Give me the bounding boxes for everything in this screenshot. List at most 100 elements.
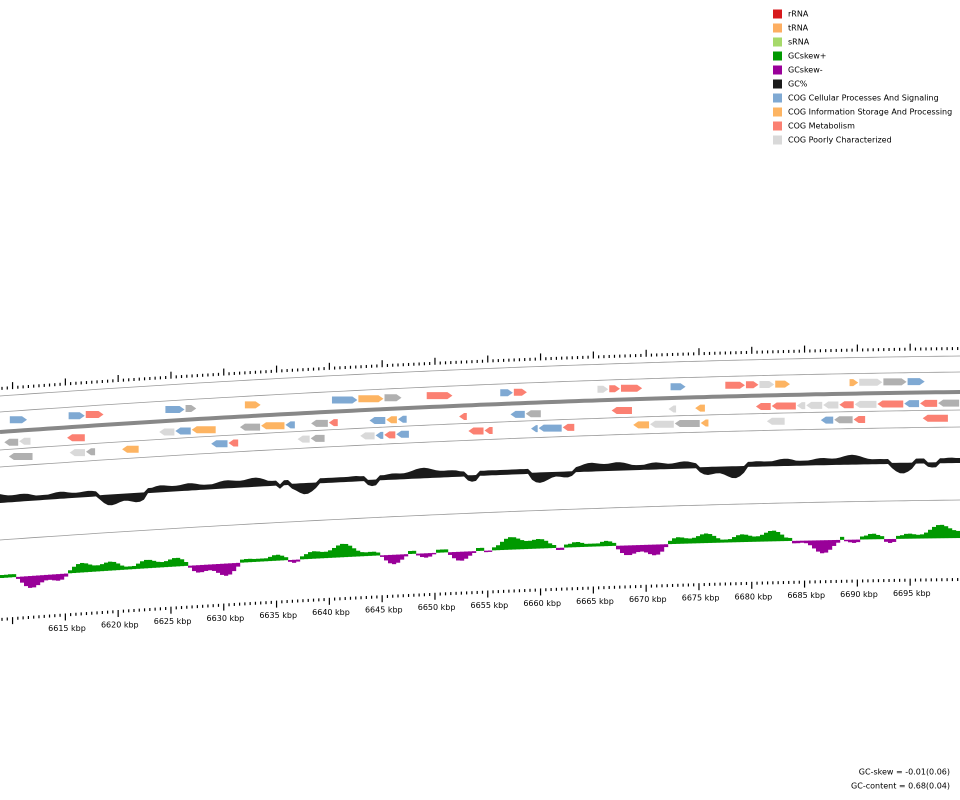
gc-skew-negative xyxy=(640,544,645,552)
gc-skew-positive xyxy=(88,564,93,572)
gene xyxy=(670,383,686,391)
gc-skew-negative xyxy=(856,539,861,543)
gc-content-stat: GC-content = 0.68(0.04) xyxy=(851,782,950,791)
gc-skew-negative xyxy=(828,540,833,550)
gene xyxy=(755,403,771,411)
gc-skew-positive xyxy=(900,535,905,539)
gene xyxy=(261,422,285,430)
gc-skew-negative xyxy=(200,564,205,573)
gene xyxy=(904,400,920,408)
ring-line xyxy=(0,426,960,468)
gc-skew-positive xyxy=(952,530,957,539)
gc-skew-positive xyxy=(912,534,917,539)
gc-skew-positive xyxy=(744,534,749,543)
gc-skew-positive xyxy=(132,565,137,570)
gc-skew-positive xyxy=(708,534,713,543)
gene xyxy=(328,419,338,427)
gc-skew-negative xyxy=(204,564,209,571)
gc-skew-negative xyxy=(396,554,401,563)
gene xyxy=(360,432,375,440)
gc-skew-positive xyxy=(680,537,685,544)
gc-skew-positive xyxy=(956,530,960,539)
gc-skew-positive xyxy=(768,531,773,542)
scale-label: 6690 kbp xyxy=(840,590,878,599)
gc-skew-positive xyxy=(936,525,941,539)
gc-skew-positive xyxy=(100,564,105,572)
gene xyxy=(525,410,541,418)
gc-skew-positive xyxy=(512,537,517,550)
legend-label: COG Metabolism xyxy=(788,122,855,131)
gc-skew-positive xyxy=(732,537,737,543)
gc-skew-positive xyxy=(140,561,145,569)
gc-skew-negative xyxy=(428,553,433,557)
gc-skew-negative xyxy=(456,551,461,561)
gc-skew-positive xyxy=(160,562,165,568)
gc-skew-positive xyxy=(784,537,789,542)
gc-skew-negative xyxy=(44,574,49,581)
gene xyxy=(175,427,191,435)
gc-skew-positive xyxy=(880,536,885,540)
gc-skew-positive xyxy=(436,549,441,553)
gc-skew-positive xyxy=(492,547,497,551)
legend-swatch xyxy=(773,37,782,47)
gene xyxy=(854,400,877,408)
gc-skew-negative xyxy=(620,545,625,554)
gc-skew-negative xyxy=(388,554,393,564)
gene xyxy=(191,426,216,434)
gene xyxy=(239,423,261,431)
gc-skew-negative xyxy=(224,563,229,576)
scale-label: 6655 kbp xyxy=(471,601,509,610)
gene xyxy=(938,399,960,407)
gene xyxy=(8,453,33,461)
gc-skew-positive xyxy=(940,524,945,539)
gc-skew-negative xyxy=(888,539,893,543)
gene xyxy=(86,448,96,456)
gc-skew-positive xyxy=(696,536,701,544)
gene xyxy=(745,381,759,389)
gc-skew-positive xyxy=(748,535,753,542)
gc-skew-positive xyxy=(736,535,741,543)
gene xyxy=(725,381,745,389)
gene xyxy=(562,423,575,431)
gc-skew-positive xyxy=(760,534,765,542)
gene xyxy=(369,416,386,424)
gc-skew-positive xyxy=(408,550,413,554)
gc-skew-positive xyxy=(564,544,569,548)
gene xyxy=(775,380,790,388)
gc-skew-positive xyxy=(92,565,97,572)
gc-skew-positive xyxy=(724,539,729,543)
gene xyxy=(834,416,853,424)
gc-skew-positive xyxy=(136,563,141,569)
gc-skew-positive xyxy=(340,543,345,558)
gc-skew-negative xyxy=(648,544,653,555)
gene xyxy=(513,388,527,396)
gc-skew-positive xyxy=(180,559,185,567)
gc-skew-negative xyxy=(420,553,425,558)
gc-skew-positive xyxy=(328,550,333,558)
gc-skew-positive xyxy=(532,539,537,549)
gc-skew-positive xyxy=(872,533,877,540)
gc-skew-positive xyxy=(764,532,769,542)
gene xyxy=(771,402,796,410)
gene xyxy=(700,419,709,427)
gc-skew-negative xyxy=(64,573,69,577)
gc-skew-negative xyxy=(472,551,477,553)
gc-skew-positive xyxy=(348,545,353,557)
gc-skew-negative xyxy=(636,545,641,553)
gc-skew-negative xyxy=(844,539,849,542)
gc-skew-negative xyxy=(52,574,57,581)
gc-skew-positive xyxy=(756,536,761,542)
gc-skew-positive xyxy=(168,559,173,567)
legend-label: COG Cellular Processes And Signaling xyxy=(788,94,939,103)
gene xyxy=(331,396,358,404)
gene xyxy=(531,425,538,433)
scale-label: 6615 kbp xyxy=(48,624,86,633)
gc-skew-negative xyxy=(40,575,45,583)
gc-skew-negative xyxy=(192,565,197,572)
gc-skew-positive xyxy=(544,540,549,549)
gene xyxy=(620,384,643,392)
gc-skew-negative xyxy=(296,559,301,562)
gc-skew-positive xyxy=(84,563,89,573)
gc-skew-positive xyxy=(108,561,113,571)
gc-skew-negative xyxy=(848,539,853,543)
